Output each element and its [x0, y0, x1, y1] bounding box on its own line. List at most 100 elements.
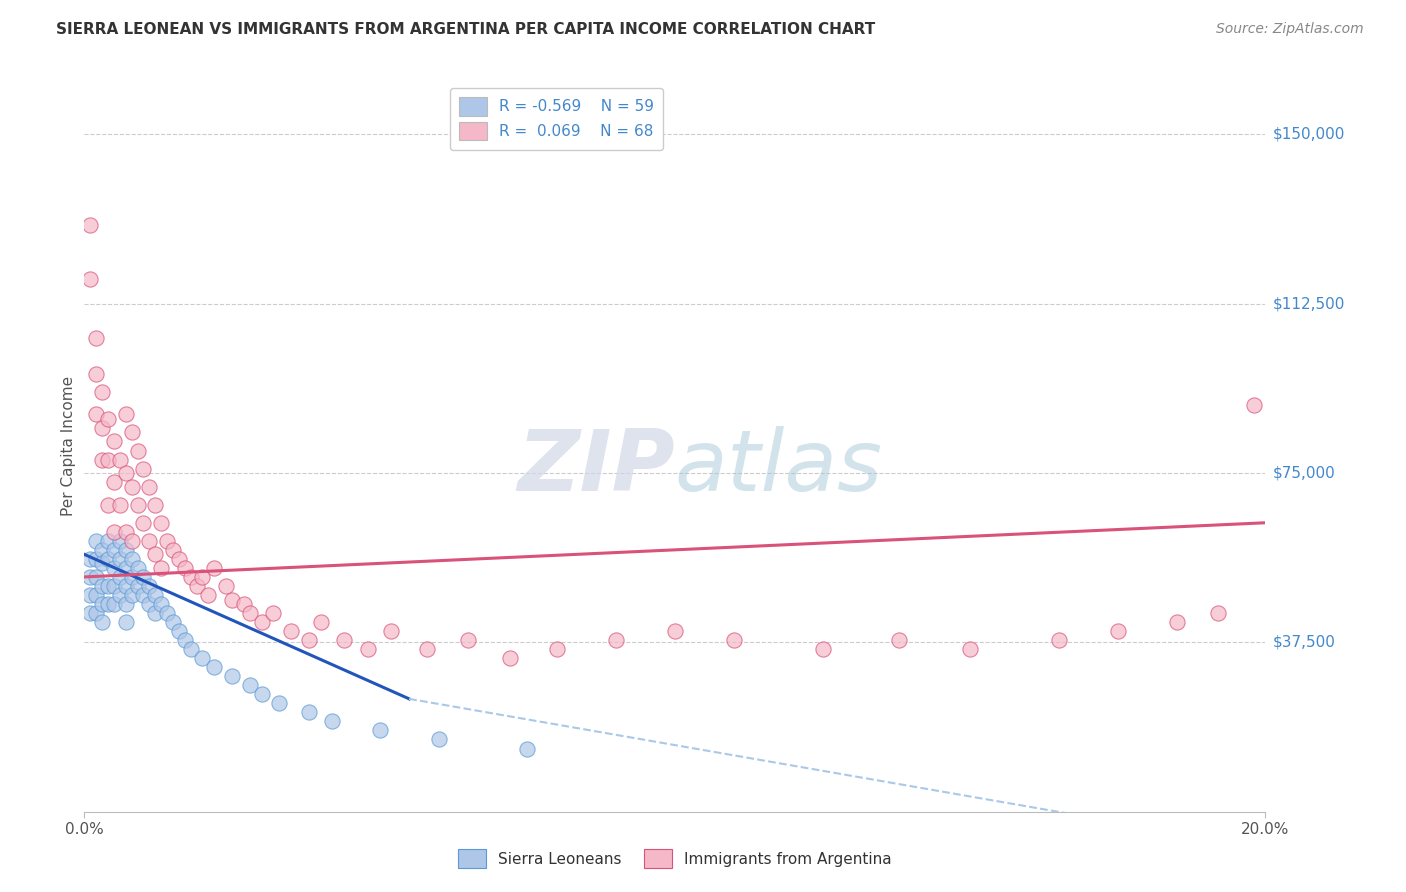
Point: [103, 597, 125, 611]
Point: [605, 633, 627, 648]
Point: [97, 597, 120, 611]
Point: [280, 624, 302, 639]
Point: [143, 498, 166, 512]
Point: [180, 642, 202, 657]
Point: [114, 579, 136, 593]
Point: [723, 633, 745, 648]
Point: [368, 723, 391, 738]
Text: atlas: atlas: [675, 426, 883, 509]
Point: [97, 579, 120, 593]
Text: ZIP: ZIP: [517, 426, 675, 509]
Point: [127, 498, 149, 512]
Point: [232, 597, 254, 611]
Point: [103, 561, 125, 575]
Point: [167, 624, 190, 639]
Point: [191, 570, 214, 584]
Point: [121, 552, 143, 566]
Point: [91, 579, 114, 593]
Point: [202, 660, 225, 674]
Text: $150,000: $150,000: [1272, 127, 1344, 142]
Point: [114, 561, 136, 575]
Point: [143, 588, 166, 602]
Point: [97, 552, 120, 566]
Point: [114, 542, 136, 557]
Point: [108, 452, 131, 467]
Point: [498, 651, 520, 665]
Point: [127, 579, 149, 593]
Point: [416, 642, 439, 657]
Point: [108, 498, 131, 512]
Point: [150, 561, 173, 575]
Point: [132, 516, 155, 530]
Point: [103, 542, 125, 557]
Point: [138, 533, 160, 548]
Point: [186, 579, 208, 593]
Point: [132, 588, 155, 602]
Point: [143, 547, 166, 561]
Point: [108, 552, 131, 566]
Point: [114, 597, 136, 611]
Point: [97, 533, 120, 548]
Point: [103, 434, 125, 449]
Point: [91, 597, 114, 611]
Point: [103, 524, 125, 539]
Point: [889, 633, 911, 648]
Point: [427, 732, 450, 747]
Point: [1047, 633, 1070, 648]
Point: [91, 615, 114, 629]
Point: [269, 697, 291, 711]
Point: [79, 552, 101, 566]
Point: [121, 570, 143, 584]
Point: [239, 678, 262, 692]
Point: [121, 480, 143, 494]
Point: [298, 633, 321, 648]
Point: [1166, 615, 1188, 629]
Point: [811, 642, 834, 657]
Point: [103, 475, 125, 489]
Point: [215, 579, 238, 593]
Point: [84, 367, 107, 381]
Point: [132, 461, 155, 475]
Point: [84, 588, 107, 602]
Point: [114, 466, 136, 480]
Legend: Sierra Leoneans, Immigrants from Argentina: Sierra Leoneans, Immigrants from Argenti…: [449, 840, 901, 877]
Point: [173, 561, 195, 575]
Text: $75,000: $75,000: [1272, 466, 1336, 481]
Point: [121, 425, 143, 440]
Point: [262, 606, 284, 620]
Point: [121, 588, 143, 602]
Point: [114, 408, 136, 422]
Point: [91, 542, 114, 557]
Point: [156, 533, 179, 548]
Point: [167, 552, 190, 566]
Point: [97, 498, 120, 512]
Point: [357, 642, 380, 657]
Text: $112,500: $112,500: [1272, 296, 1344, 311]
Text: $37,500: $37,500: [1272, 635, 1336, 650]
Point: [79, 272, 101, 286]
Point: [959, 642, 981, 657]
Point: [138, 579, 160, 593]
Point: [250, 687, 273, 701]
Point: [309, 615, 332, 629]
Point: [79, 588, 101, 602]
Point: [516, 741, 538, 756]
Text: Source: ZipAtlas.com: Source: ZipAtlas.com: [1216, 22, 1364, 37]
Point: [84, 606, 107, 620]
Point: [173, 633, 195, 648]
Point: [84, 408, 107, 422]
Text: SIERRA LEONEAN VS IMMIGRANTS FROM ARGENTINA PER CAPITA INCOME CORRELATION CHART: SIERRA LEONEAN VS IMMIGRANTS FROM ARGENT…: [56, 22, 876, 37]
Point: [150, 516, 173, 530]
Point: [84, 331, 107, 345]
Point: [180, 570, 202, 584]
Point: [79, 218, 101, 232]
Point: [333, 633, 356, 648]
Point: [150, 597, 173, 611]
Point: [221, 669, 243, 683]
Point: [250, 615, 273, 629]
Point: [103, 579, 125, 593]
Point: [1243, 398, 1265, 412]
Point: [84, 570, 107, 584]
Point: [114, 615, 136, 629]
Point: [1107, 624, 1129, 639]
